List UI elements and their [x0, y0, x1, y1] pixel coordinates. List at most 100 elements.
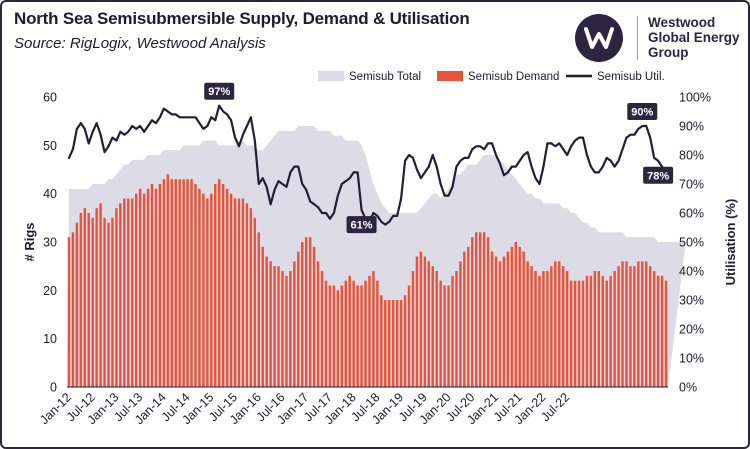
- y2-tick-label: 50%: [679, 236, 704, 250]
- demand-bar: [233, 198, 237, 387]
- y2-tick-label: 0%: [679, 381, 697, 395]
- y2-tick-label: 60%: [679, 207, 704, 221]
- demand-bar: [486, 237, 490, 387]
- demand-bar: [356, 285, 359, 387]
- demand-bar: [332, 285, 336, 387]
- demand-bar: [95, 208, 98, 387]
- demand-bar: [71, 232, 75, 387]
- demand-bar: [241, 198, 245, 387]
- demand-bar: [605, 280, 608, 387]
- demand-bar: [67, 237, 71, 387]
- demand-bar: [656, 275, 660, 387]
- demand-bar: [123, 198, 126, 387]
- demand-bar: [621, 261, 624, 387]
- w-monogram-icon: [575, 14, 623, 62]
- demand-bar: [281, 271, 284, 387]
- logo-line-3: Group: [648, 45, 689, 60]
- demand-bar: [648, 266, 652, 387]
- demand-bar: [558, 261, 561, 387]
- demand-bar: [664, 280, 668, 387]
- demand-bar: [593, 271, 597, 387]
- demand-bar: [297, 251, 300, 387]
- demand-bar: [585, 275, 589, 387]
- demand-bar: [459, 261, 462, 387]
- demand-bar: [83, 208, 87, 387]
- demand-bar: [265, 256, 268, 387]
- demand-bar: [395, 300, 399, 387]
- legend-label: Semisub Util.: [597, 71, 665, 83]
- demand-bar: [633, 266, 636, 387]
- demand-bar: [376, 280, 379, 387]
- demand-bar: [352, 280, 355, 387]
- y2-tick-label: 90%: [679, 120, 704, 134]
- demand-bar: [293, 261, 296, 387]
- demand-bar: [471, 237, 474, 387]
- demand-bar: [463, 251, 466, 387]
- demand-bar: [641, 261, 644, 387]
- demand-bar: [229, 193, 233, 387]
- demand-bar: [257, 232, 260, 387]
- demand-bar: [431, 266, 434, 387]
- y-tick-label: 0: [50, 381, 57, 395]
- company-logo: Westwood Global Energy Group: [575, 14, 745, 64]
- util-callout-box: [204, 82, 235, 100]
- demand-bar: [134, 193, 138, 387]
- demand-bar: [166, 174, 170, 387]
- demand-bar: [221, 184, 225, 387]
- y2-tick-label: 20%: [679, 323, 704, 337]
- demand-bar: [546, 271, 549, 387]
- y2-tick-label: 80%: [679, 149, 704, 163]
- demand-bar: [534, 271, 537, 387]
- demand-bar: [115, 208, 118, 387]
- y-tick-label: 50: [43, 139, 57, 153]
- demand-bar: [154, 188, 158, 387]
- demand-bar: [573, 280, 577, 387]
- demand-bar: [435, 271, 438, 387]
- demand-bar: [214, 184, 217, 387]
- demand-bar: [158, 184, 162, 387]
- demand-bar: [542, 271, 545, 387]
- logo-divider: [637, 16, 638, 60]
- util-callout-box: [643, 166, 674, 184]
- demand-bar: [218, 179, 221, 387]
- logo-line-2: Global Energy: [648, 30, 740, 45]
- demand-bar: [328, 285, 332, 387]
- util-callout-label: 61%: [351, 220, 373, 232]
- demand-bar: [613, 271, 616, 387]
- demand-bar: [344, 280, 347, 387]
- demand-bar: [348, 275, 351, 387]
- demand-bar: [210, 193, 213, 387]
- demand-bar: [99, 203, 102, 387]
- demand-bar: [190, 179, 193, 387]
- demand-bar: [277, 266, 280, 387]
- y2-tick-label: 100%: [679, 91, 711, 105]
- demand-bar: [498, 261, 502, 387]
- demand-bar: [107, 222, 110, 387]
- legend-label: Semisub Demand: [468, 71, 559, 83]
- demand-bar: [253, 217, 257, 387]
- demand-bar: [407, 285, 411, 387]
- demand-bar: [439, 280, 442, 387]
- demand-bar: [111, 217, 114, 387]
- demand-bar: [146, 188, 150, 387]
- demand-bar: [336, 290, 340, 387]
- demand-bar: [308, 237, 312, 387]
- demand-bar: [75, 222, 79, 387]
- demand-bar: [403, 295, 407, 387]
- demand-bar: [182, 179, 185, 387]
- demand-bar: [419, 251, 423, 387]
- demand-bar: [142, 193, 146, 387]
- demand-bar: [423, 256, 427, 387]
- logo-line-1: Westwood: [648, 15, 716, 30]
- demand-bar: [202, 193, 205, 387]
- demand-bar: [289, 271, 292, 387]
- demand-bar: [482, 232, 486, 387]
- demand-bar: [569, 280, 573, 387]
- demand-bar: [467, 246, 470, 387]
- demand-bar: [285, 275, 288, 387]
- y2-axis-title: Utilisation (%): [723, 199, 738, 286]
- demand-bar: [443, 285, 446, 387]
- demand-bar: [565, 271, 569, 387]
- demand-bar: [561, 266, 565, 387]
